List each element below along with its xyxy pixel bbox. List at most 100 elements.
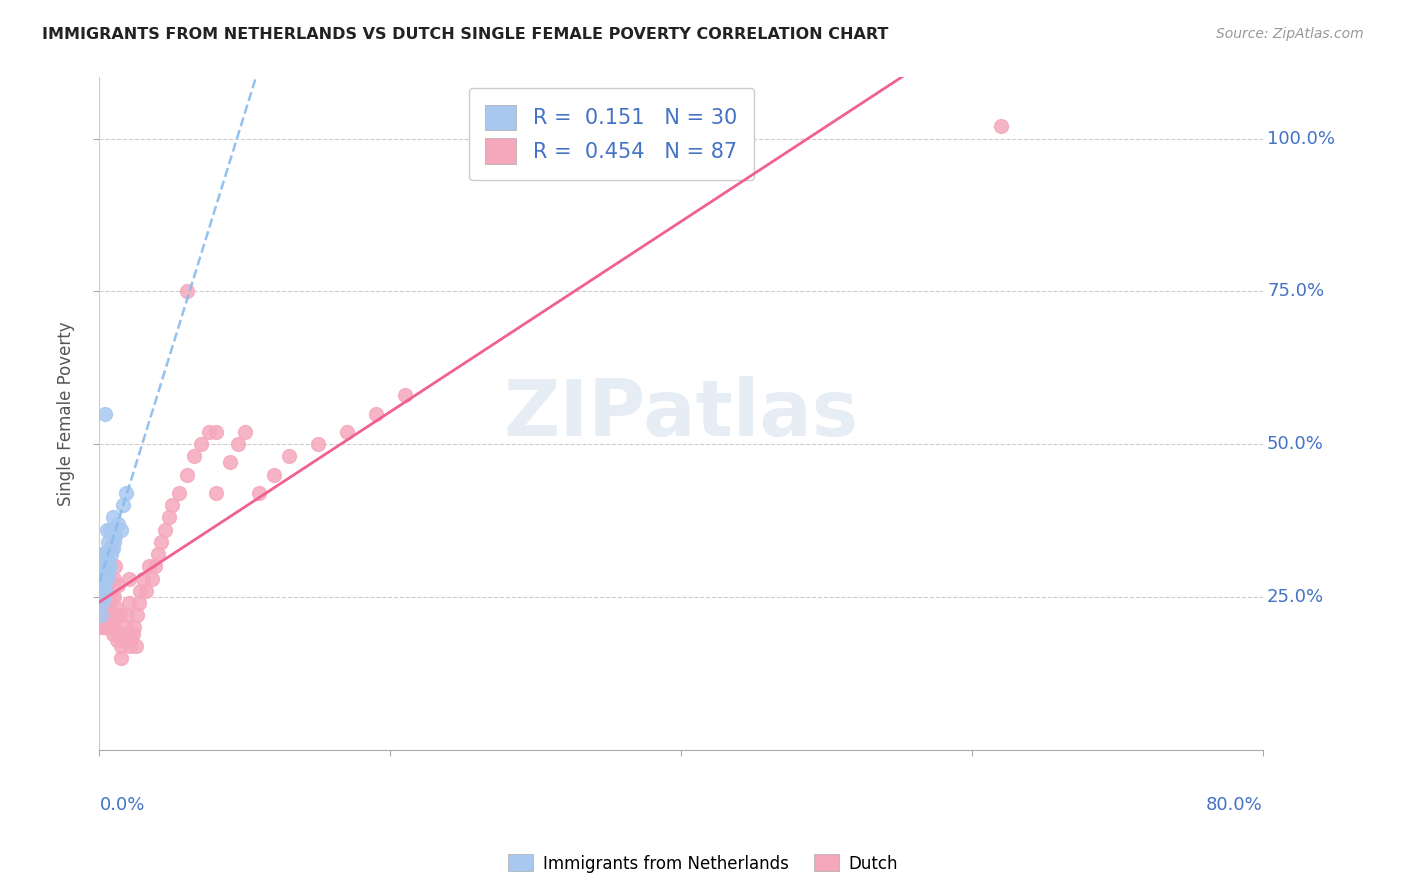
Point	[143, 559, 166, 574]
Point	[100, 608, 122, 623]
Point	[91, 608, 114, 623]
Point	[105, 632, 128, 647]
Point	[91, 602, 114, 616]
Point	[990, 120, 1012, 134]
Point	[110, 523, 132, 537]
Point	[101, 626, 124, 640]
Text: 80.0%: 80.0%	[1206, 796, 1263, 814]
Point	[160, 498, 183, 512]
Point	[101, 510, 124, 524]
Point	[96, 523, 118, 537]
Point	[146, 547, 169, 561]
Text: Source: ZipAtlas.com: Source: ZipAtlas.com	[1216, 27, 1364, 41]
Point	[108, 608, 131, 623]
Point	[111, 498, 134, 512]
Point	[127, 608, 149, 623]
Point	[96, 578, 118, 592]
Point	[98, 608, 121, 623]
Point	[90, 547, 112, 561]
Point	[364, 407, 387, 421]
Point	[91, 583, 114, 598]
Point	[115, 608, 138, 623]
Point	[135, 583, 157, 598]
Text: 100.0%: 100.0%	[1267, 129, 1336, 147]
Point	[98, 596, 121, 610]
Point	[103, 535, 125, 549]
Point	[98, 523, 121, 537]
Point	[91, 620, 114, 634]
Text: 50.0%: 50.0%	[1267, 435, 1324, 453]
Point	[91, 547, 114, 561]
Point	[90, 559, 112, 574]
Point	[118, 639, 141, 653]
Point	[93, 596, 115, 610]
Point	[129, 583, 152, 598]
Point	[96, 553, 118, 567]
Point	[90, 596, 112, 610]
Legend: Immigrants from Netherlands, Dutch: Immigrants from Netherlands, Dutch	[501, 847, 905, 880]
Point	[153, 523, 176, 537]
Point	[105, 608, 128, 623]
Point	[96, 572, 118, 586]
Point	[176, 467, 198, 482]
Point	[226, 437, 249, 451]
Text: 75.0%: 75.0%	[1267, 283, 1324, 301]
Point	[125, 639, 148, 653]
Point	[96, 596, 118, 610]
Point	[101, 541, 124, 555]
Point	[103, 620, 125, 634]
Point	[117, 596, 139, 610]
Point	[100, 547, 122, 561]
Point	[117, 572, 139, 586]
Point	[107, 578, 129, 592]
Text: ZIPatlas: ZIPatlas	[503, 376, 859, 451]
Point	[94, 615, 117, 629]
Point	[307, 437, 329, 451]
Point	[107, 602, 129, 616]
Point	[90, 608, 112, 623]
Point	[110, 639, 132, 653]
Point	[197, 425, 219, 439]
Point	[111, 632, 134, 647]
Point	[93, 608, 115, 623]
Point	[104, 529, 127, 543]
Point	[138, 559, 160, 574]
Point	[190, 437, 212, 451]
Point	[97, 535, 120, 549]
Point	[93, 559, 115, 574]
Point	[90, 608, 112, 623]
Point	[94, 559, 117, 574]
Point	[94, 407, 117, 421]
Point	[277, 450, 299, 464]
Point	[101, 615, 124, 629]
Point	[100, 590, 122, 604]
Point	[93, 578, 115, 592]
Point	[219, 455, 242, 469]
Point	[121, 632, 143, 647]
Point	[233, 425, 256, 439]
Point	[183, 450, 205, 464]
Point	[93, 583, 115, 598]
Point	[97, 620, 120, 634]
Point	[122, 626, 145, 640]
Point	[112, 626, 135, 640]
Point	[94, 559, 117, 574]
Point	[90, 578, 112, 592]
Text: IMMIGRANTS FROM NETHERLANDS VS DUTCH SINGLE FEMALE POVERTY CORRELATION CHART: IMMIGRANTS FROM NETHERLANDS VS DUTCH SIN…	[42, 27, 889, 42]
Point	[114, 486, 136, 500]
Point	[204, 486, 226, 500]
Point	[157, 510, 180, 524]
Point	[98, 541, 121, 555]
Point	[107, 516, 129, 531]
Point	[128, 596, 150, 610]
Point	[93, 620, 115, 634]
Point	[94, 583, 117, 598]
Point	[97, 590, 120, 604]
Point	[94, 602, 117, 616]
Point	[91, 578, 114, 592]
Y-axis label: Single Female Poverty: Single Female Poverty	[58, 321, 75, 506]
Point	[176, 285, 198, 299]
Text: 25.0%: 25.0%	[1267, 588, 1324, 606]
Point	[394, 388, 416, 402]
Point	[91, 566, 114, 580]
